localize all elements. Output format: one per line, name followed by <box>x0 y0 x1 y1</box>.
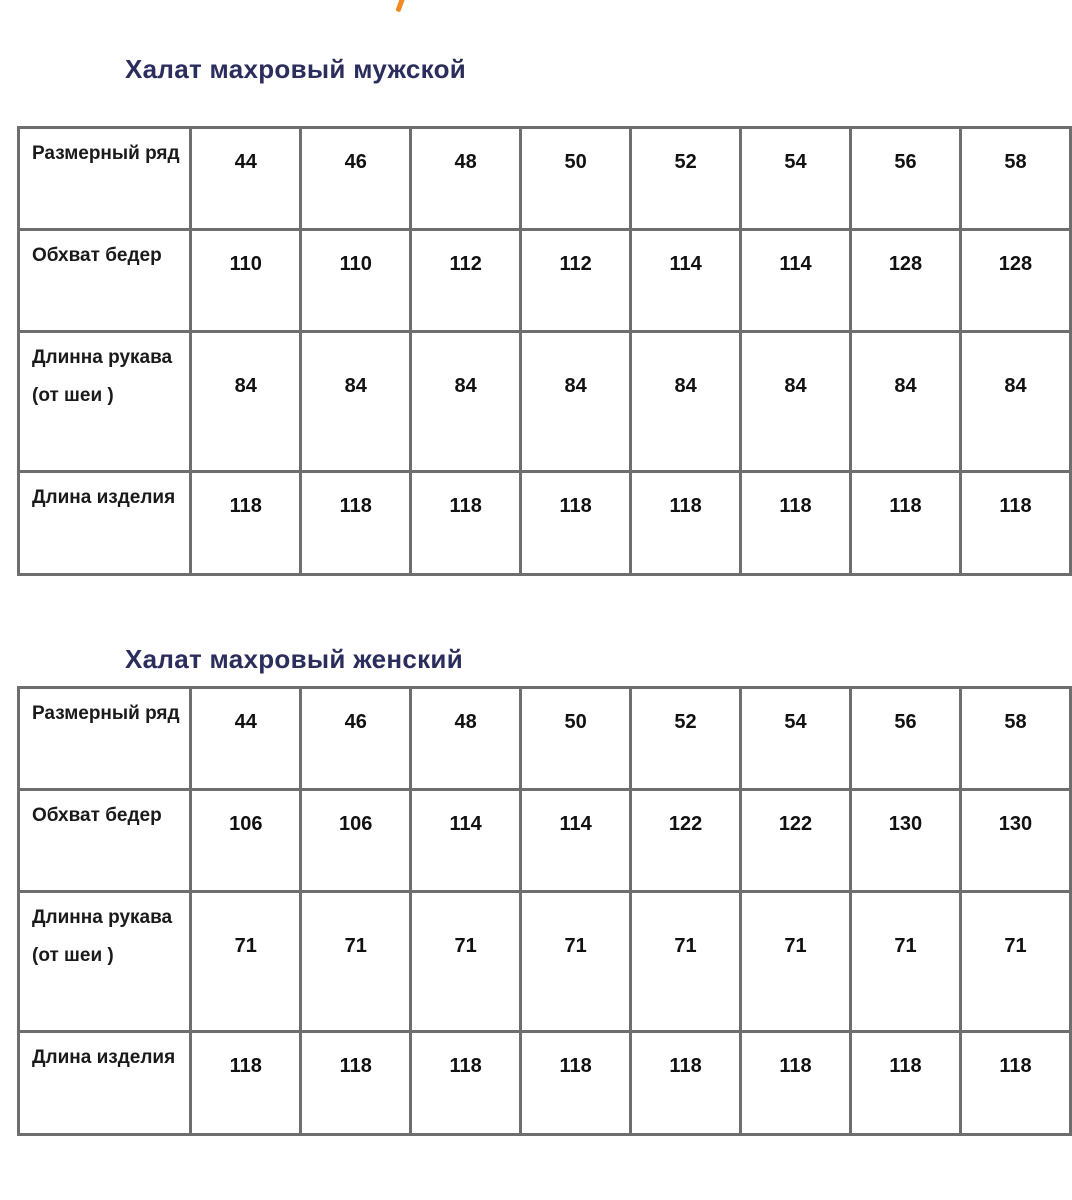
table-cell: 110 <box>189 228 303 333</box>
table-cell: 71 <box>519 890 633 1033</box>
table-cell: 118 <box>519 1030 633 1136</box>
table-cell: 84 <box>629 330 743 473</box>
row-label: Размерный ряд <box>16 126 193 231</box>
table-cell: 71 <box>189 890 303 1033</box>
table-cell: 106 <box>189 788 303 893</box>
table-cell: 56 <box>849 126 962 231</box>
row-label: Длина изделия <box>16 1030 193 1136</box>
table-cell: 114 <box>519 788 633 893</box>
table-cell: 44 <box>189 126 303 231</box>
row-label: Длинна рукава (от шеи ) <box>16 890 193 1033</box>
table-cell: 50 <box>519 126 633 231</box>
table-cell: 84 <box>519 330 633 473</box>
table-cell: 122 <box>739 788 852 893</box>
row-label: Длина изделия <box>16 470 193 576</box>
table-row: Длинна рукава (от шеи ) 71 71 71 71 71 71 71 71 <box>16 890 1072 1033</box>
row-label: Обхват бедер <box>16 788 193 893</box>
table-cell: 118 <box>739 470 853 576</box>
table-cell: 54 <box>739 686 852 791</box>
table-cell: 118 <box>189 1030 303 1136</box>
mens-robe-title: Халат махровый мужской <box>125 54 467 84</box>
mens-size-table: Размерный ряд 44 46 48 50 52 54 56 58 Обхват беде… <box>16 126 1072 576</box>
table-row: Длина изделия 118 118 118 118 118 118 118 118 <box>16 470 1072 576</box>
table-row: Размерный ряд 44 46 48 50 52 54 56 58 <box>16 686 1072 791</box>
table-cell: 114 <box>739 228 853 333</box>
table-cell: 118 <box>519 470 633 576</box>
table-cell: 118 <box>958 470 1072 576</box>
table-cell: 110 <box>299 228 413 333</box>
table-cell: 71 <box>629 890 743 1033</box>
table-cell: 48 <box>409 126 523 231</box>
table-cell: 122 <box>629 788 743 893</box>
table-cell: 84 <box>739 330 853 473</box>
table-cell: 52 <box>629 126 743 231</box>
table-cell: 114 <box>629 228 743 333</box>
table-cell: 46 <box>299 126 413 231</box>
table-cell: 50 <box>519 686 633 791</box>
table-cell: 71 <box>739 890 852 1033</box>
table-cell: 118 <box>299 1030 413 1136</box>
table-row: Размерный ряд 44 46 48 50 52 54 56 58 <box>16 126 1072 231</box>
table-cell: 114 <box>409 788 523 893</box>
table-cell: 84 <box>958 330 1072 473</box>
table-cell: 84 <box>299 330 413 473</box>
row-label: Размерный ряд <box>16 686 193 791</box>
table-cell: 112 <box>519 228 633 333</box>
table-cell: 118 <box>848 1030 962 1136</box>
table-row: Длинна рукава (от шеи ) 84 84 84 84 84 84 84 84 <box>16 330 1072 473</box>
table-row: Обхват бедер 106 106 114 114 122 122 130 130 <box>16 788 1072 893</box>
table-cell: 128 <box>849 228 962 333</box>
row-label: Длинна рукава (от шеи ) <box>16 330 193 473</box>
table-row: Обхват бедер 110 110 112 112 114 114 128 128 <box>16 228 1072 333</box>
table-cell: 118 <box>629 470 743 576</box>
womens-size-table: Размерный ряд 44 46 48 50 52 54 56 58 Обхват беде… <box>16 686 1072 1136</box>
table-cell: 84 <box>409 330 523 473</box>
table-cell: 71 <box>299 890 413 1033</box>
table-cell: 118 <box>409 470 523 576</box>
table-cell: 56 <box>848 686 962 791</box>
table-cell: 46 <box>299 686 413 791</box>
row-label: Обхват бедер <box>16 228 193 333</box>
table-cell: 130 <box>848 788 962 893</box>
table-cell: 118 <box>739 1030 852 1136</box>
table-cell: 118 <box>849 470 962 576</box>
table-cell: 84 <box>189 330 303 473</box>
table-cell: 118 <box>958 1030 1072 1136</box>
table-cell: 128 <box>958 228 1072 333</box>
table-cell: 52 <box>629 686 743 791</box>
table-cell: 48 <box>409 686 523 791</box>
table-cell: 71 <box>848 890 962 1033</box>
table-cell: 58 <box>958 686 1072 791</box>
table-cell: 118 <box>629 1030 743 1136</box>
table-cell: 58 <box>958 126 1072 231</box>
table-cell: 44 <box>189 686 303 791</box>
orange-accent-stroke <box>395 0 406 13</box>
womens-robe-title: Халат махровый женский <box>125 644 463 674</box>
table-cell: 112 <box>409 228 523 333</box>
table-cell: 71 <box>409 890 523 1033</box>
table-cell: 118 <box>299 470 413 576</box>
table-cell: 130 <box>958 788 1072 893</box>
table-cell: 106 <box>299 788 413 893</box>
table-row: Длина изделия 118 118 118 118 118 118 118 118 <box>16 1030 1072 1136</box>
table-cell: 54 <box>739 126 853 231</box>
table-cell: 71 <box>958 890 1072 1033</box>
table-cell: 84 <box>849 330 962 473</box>
table-cell: 118 <box>189 470 303 576</box>
table-cell: 118 <box>409 1030 523 1136</box>
